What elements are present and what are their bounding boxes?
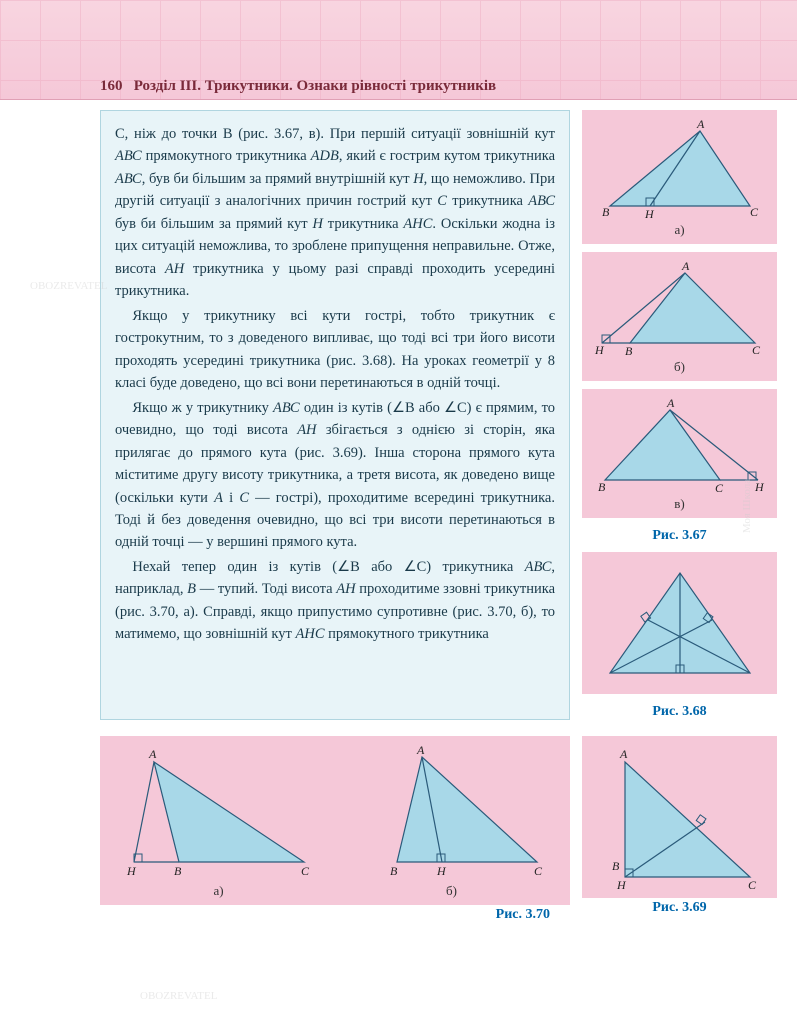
svg-text:H: H: [644, 207, 655, 221]
fig-367-b-label: б): [588, 359, 771, 375]
watermark-3: OBOZREVATEL: [140, 990, 217, 1002]
fig-367-caption: Рис. 3.67: [582, 528, 777, 544]
fig-370: A H B C а) A B H C б): [100, 736, 570, 905]
page-number: 160: [100, 78, 123, 94]
svg-text:C: C: [752, 343, 761, 357]
fig-367-c-label: в): [588, 496, 771, 512]
fig-367-a-label: а): [588, 222, 771, 238]
fig-369: A B H C: [582, 736, 777, 898]
triangle-367c-svg: A B C H: [590, 395, 770, 495]
page-header: 160 Розділ III. Трикутники. Ознаки рівно…: [100, 78, 496, 95]
svg-text:B: B: [625, 344, 633, 358]
triangle-367b-svg: A H B C: [590, 258, 770, 358]
section-title: Розділ III. Трикутники. Ознаки рівності …: [134, 78, 496, 94]
svg-text:C: C: [750, 205, 759, 219]
fig-367-c: A B C H в): [582, 389, 777, 518]
fig-368-caption: Рис. 3.68: [582, 704, 777, 720]
fig-367-b: A H B C б): [582, 252, 777, 381]
svg-text:A: A: [416, 743, 425, 757]
svg-text:H: H: [616, 878, 627, 892]
triangle-367a-svg: A B H C: [590, 116, 770, 221]
svg-text:H: H: [754, 480, 765, 494]
triangle-370b-svg: A B H C: [352, 742, 552, 882]
fig-369-caption: Рис. 3.69: [582, 900, 777, 916]
bottom-figures: A H B C а) A B H C б) Ри: [0, 730, 797, 933]
main-text: С, ніж до точки В (рис. 3.67, в). При пе…: [100, 110, 570, 720]
svg-text:A: A: [696, 117, 705, 131]
paragraph-1: С, ніж до точки В (рис. 3.67, в). При пе…: [115, 123, 555, 303]
svg-text:A: A: [666, 396, 675, 410]
triangle-368-svg: [590, 558, 770, 688]
svg-text:B: B: [612, 859, 620, 873]
svg-text:B: B: [598, 480, 606, 494]
svg-text:B: B: [174, 864, 182, 878]
triangle-369-svg: A B H C: [590, 742, 770, 892]
svg-text:C: C: [748, 878, 757, 892]
svg-text:A: A: [681, 259, 690, 273]
svg-text:A: A: [148, 747, 157, 761]
content-wrap: С, ніж до точки В (рис. 3.67, в). При пе…: [0, 100, 797, 730]
svg-text:C: C: [301, 864, 310, 878]
svg-text:H: H: [436, 864, 447, 878]
svg-text:H: H: [126, 864, 137, 878]
fig-367-a: A B H C а): [582, 110, 777, 244]
svg-text:A: A: [619, 747, 628, 761]
fig-370-caption: Рис. 3.70: [100, 907, 570, 923]
fig-370-container: A H B C а) A B H C б) Ри: [100, 736, 570, 923]
paragraph-2: Якщо у трикутнику всі кути гострі, тобто…: [115, 305, 555, 395]
fig-368: [582, 552, 777, 694]
figure-sidebar: A B H C а) A H B C б): [582, 110, 777, 720]
paragraph-3: Якщо ж у трикутнику АВС один із кутів (∠…: [115, 397, 555, 554]
fig-369-container: A B H C Рис. 3.69: [582, 736, 777, 923]
svg-text:H: H: [594, 343, 605, 357]
svg-text:C: C: [534, 864, 543, 878]
svg-text:B: B: [390, 864, 398, 878]
fig-370-a-label: а): [119, 883, 319, 899]
triangle-370a-svg: A H B C: [119, 742, 319, 882]
svg-text:B: B: [602, 205, 610, 219]
paragraph-4: Нехай тепер один із кутів (∠В або ∠С) тр…: [115, 556, 555, 646]
fig-370-b-label: б): [352, 883, 552, 899]
svg-text:C: C: [715, 481, 724, 495]
